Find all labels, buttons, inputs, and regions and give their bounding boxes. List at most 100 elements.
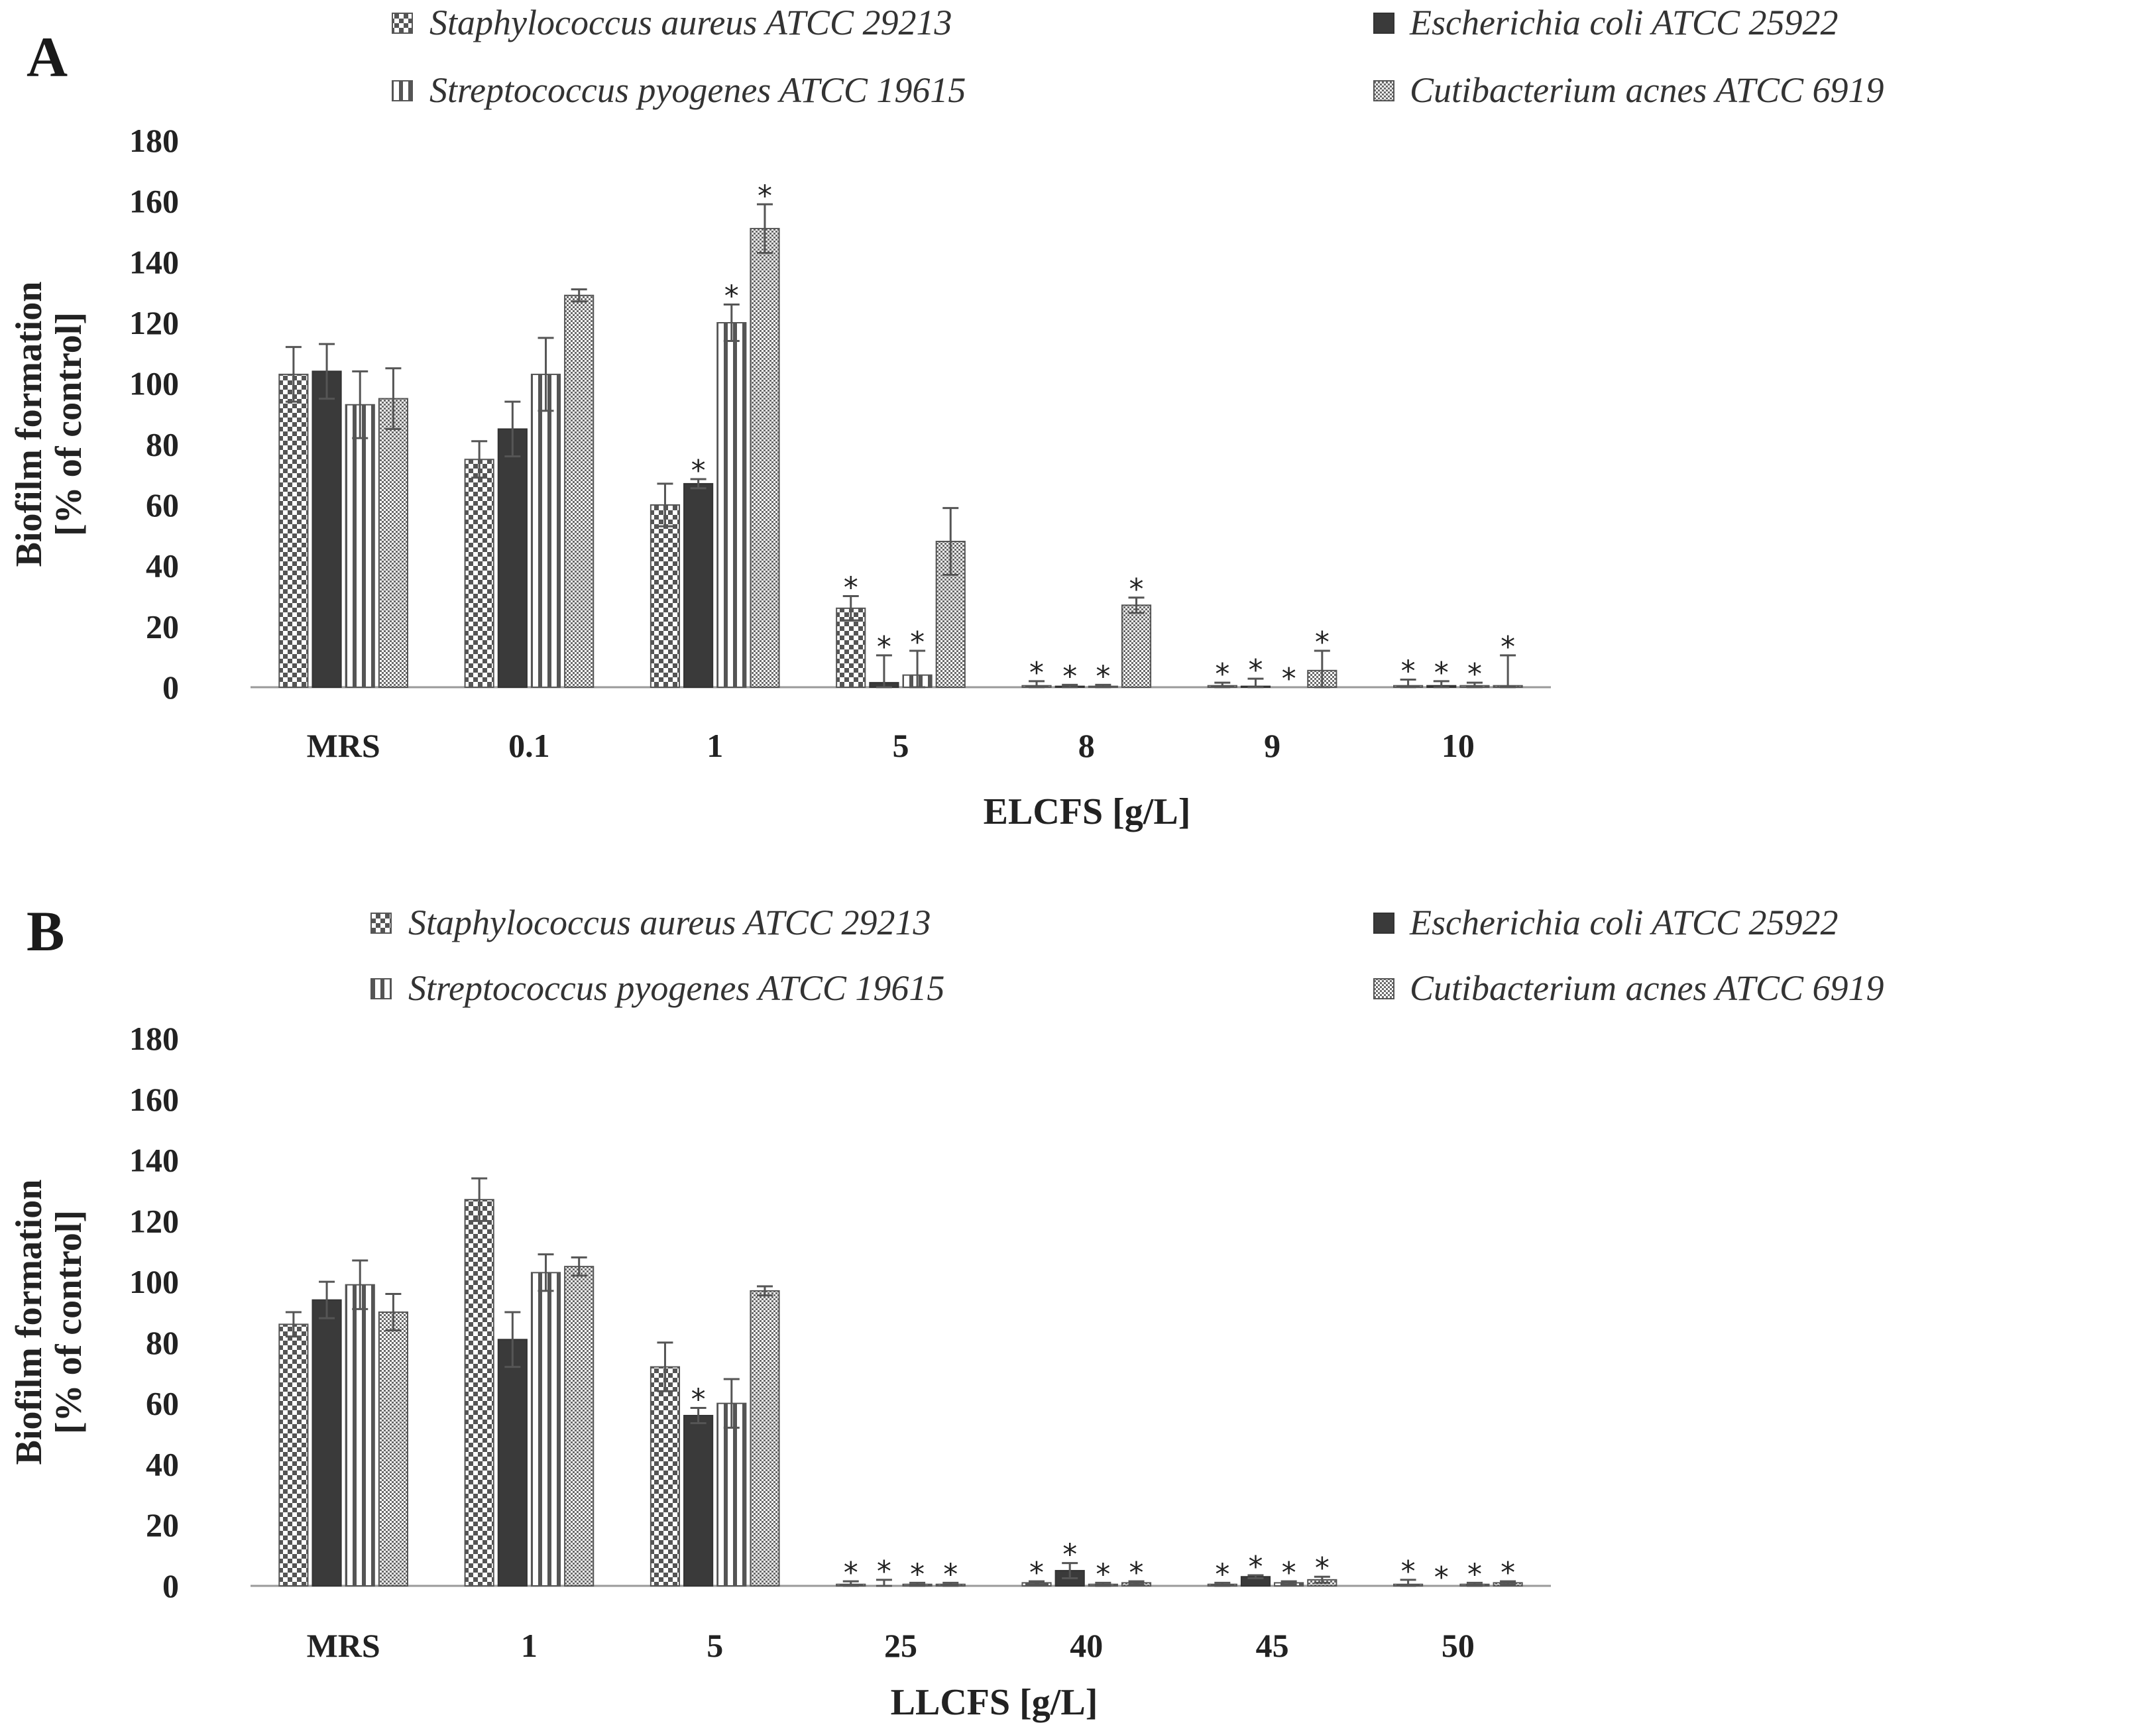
error-bar-a-staph-2: [657, 482, 673, 528]
legend-entry-strep: Streptococcus pyogenes ATCC 19615: [392, 70, 966, 110]
y-tick-label-b-0: 0: [162, 1567, 179, 1604]
significance-star-a-ecoli-6: *: [1434, 656, 1449, 690]
legend-b: Staphylococcus aureus ATCC 29213 Escheri…: [370, 903, 1884, 1008]
legend-swatch-acnes: [1373, 80, 1394, 101]
x-axis-title-b: LLCFS [g/L]: [891, 1682, 1098, 1723]
y-tick-label-b-120: 120: [129, 1202, 179, 1239]
panel-b: B Staphylococcus aureus ATCC 29213 Esche…: [9, 899, 1884, 1723]
significance-star-a-acnes-6: *: [1501, 630, 1515, 664]
x-tick-label-b-0: MRS: [307, 1627, 380, 1664]
error-bar-a-acnes-6: [1500, 654, 1516, 689]
bar-b-ecoli-1: [497, 1339, 528, 1587]
x-tick-label-b-5: 45: [1256, 1627, 1289, 1664]
error-bar-a-ecoli-6: [1433, 680, 1449, 689]
significance-star-b-staph-5: *: [1215, 1557, 1229, 1591]
significance-star-b-strep-4: *: [1096, 1557, 1110, 1591]
bar-a-acnes-4: [1121, 604, 1152, 688]
error-bar-b-strep-2: [723, 1378, 740, 1429]
significance-star-a-ecoli-5: *: [1248, 653, 1263, 687]
y-axis-title-b-line2: [% of control]: [48, 1210, 89, 1434]
error-bar-b-acnes-5: [1314, 1575, 1330, 1584]
error-bar-b-ecoli-2: [690, 1407, 707, 1424]
error-bar-a-staph-3: [842, 595, 859, 622]
y-tick-label-a-0: 0: [162, 669, 179, 706]
y-tick-label-a-180: 180: [129, 122, 179, 159]
significance-star-a-ecoli-3: *: [877, 630, 891, 664]
error-bar-a-acnes-2: [756, 203, 773, 254]
bar-b-staph-0: [278, 1323, 309, 1587]
bar-a-staph-2: [650, 504, 681, 688]
error-bar-a-ecoli-2: [690, 478, 707, 490]
bar-b-strep-0: [345, 1284, 375, 1587]
y-tick-label-b-80: 80: [146, 1324, 179, 1361]
bar-a-strep-2: [716, 322, 747, 688]
y-axis-title-a: Biofilm formation [% of control]: [9, 282, 89, 567]
legend-label-ecoli-b: Escherichia coli ATCC 25922: [1409, 903, 1838, 942]
plot-area-b: * * * * * * * * * * * * * * * * *: [251, 1177, 1551, 1594]
error-bar-a-strep-3: [909, 649, 926, 689]
y-axis-title-a-line1: Biofilm formation: [9, 282, 50, 567]
y-ticks-a: 0 20 40 60 80 100 120 140 160 180: [129, 122, 179, 706]
significance-star-b-acnes-4: *: [1129, 1556, 1144, 1590]
legend-label-staph-b: Staphylococcus aureus ATCC 29213: [408, 903, 931, 942]
error-bar-a-ecoli-3: [876, 654, 892, 689]
error-bar-b-strep-0: [352, 1259, 369, 1310]
significance-star-b-staph-3: *: [844, 1556, 858, 1590]
error-bar-a-staph-5: [1214, 681, 1231, 689]
error-bar-b-staph-2: [657, 1341, 673, 1392]
x-tick-label-b-4: 40: [1070, 1627, 1103, 1664]
legend-swatch-ecoli-b: [1373, 913, 1394, 934]
bar-b-acnes-0: [378, 1311, 408, 1587]
bar-a-acnes-2: [750, 227, 780, 688]
legend-entry-acnes: Cutibacterium acnes ATCC 6919: [1373, 70, 1884, 110]
legend-swatch-ecoli: [1373, 13, 1394, 34]
x-tick-label-a-0: MRS: [307, 727, 380, 764]
bar-b-staph-1: [464, 1199, 494, 1587]
error-bar-a-acnes-5: [1314, 649, 1330, 689]
panel-label-a: A: [27, 25, 68, 89]
significance-star-a-staph-4: *: [1029, 656, 1044, 690]
bar-a-staph-1: [464, 459, 494, 688]
error-bar-b-strep-6: [1466, 1581, 1483, 1587]
error-bar-b-acnes-6: [1500, 1580, 1516, 1586]
error-bar-b-ecoli-3: [876, 1579, 892, 1587]
bar-a-ecoli-2: [683, 482, 714, 689]
significance-star-a-staph-5: *: [1215, 657, 1229, 691]
error-bar-a-strep-2: [723, 304, 740, 342]
error-bar-a-ecoli-0: [319, 343, 335, 400]
error-bar-b-staph-4: [1029, 1580, 1045, 1586]
significance-star-b-staph-6: *: [1401, 1555, 1416, 1589]
legend-label-acnes-b: Cutibacterium acnes ATCC 6919: [1410, 968, 1884, 1008]
error-bar-a-staph-1: [471, 440, 488, 479]
x-tick-label-a-1: 0.1: [508, 727, 550, 764]
y-ticks-b: 0 20 40 60 80 100 120 140 160 180: [129, 1020, 179, 1604]
y-tick-label-b-20: 20: [146, 1506, 179, 1543]
error-bar-b-strep-4: [1095, 1581, 1111, 1587]
y-tick-label-b-40: 40: [146, 1445, 179, 1482]
bar-a-acnes-1: [564, 294, 595, 688]
error-bar-b-staph-1: [471, 1177, 488, 1222]
bar-b-strep-1: [530, 1272, 561, 1587]
error-bar-a-ecoli-1: [504, 400, 521, 458]
error-bar-b-ecoli-4: [1062, 1562, 1078, 1580]
y-axis-title-b-line1: Biofilm formation: [9, 1180, 50, 1465]
error-bar-a-acnes-4: [1128, 596, 1145, 614]
y-axis-title-b: Biofilm formation [% of control]: [9, 1180, 89, 1465]
error-bar-a-strep-0: [352, 370, 369, 439]
error-bar-b-staph-6: [1400, 1579, 1416, 1587]
x-axis-title-a: ELCFS [g/L]: [984, 791, 1191, 832]
bar-b-ecoli-2: [683, 1415, 714, 1587]
significance-star-b-ecoli-3: *: [877, 1555, 891, 1589]
y-tick-label-a-140: 140: [129, 243, 179, 280]
x-tick-label-a-6: 10: [1442, 727, 1475, 764]
legend-swatch-staph-b: [370, 913, 392, 934]
significance-star-b-staph-4: *: [1029, 1556, 1044, 1590]
bar-a-ecoli-1: [497, 428, 528, 689]
y-tick-label-b-160: 160: [129, 1081, 179, 1118]
significance-star-a-ecoli-4: *: [1062, 659, 1077, 693]
legend-swatch-acnes-b: [1373, 978, 1394, 999]
error-bar-a-acnes-0: [385, 367, 402, 430]
legend-swatch-strep-b: [370, 978, 392, 999]
y-tick-label-a-40: 40: [146, 547, 179, 585]
